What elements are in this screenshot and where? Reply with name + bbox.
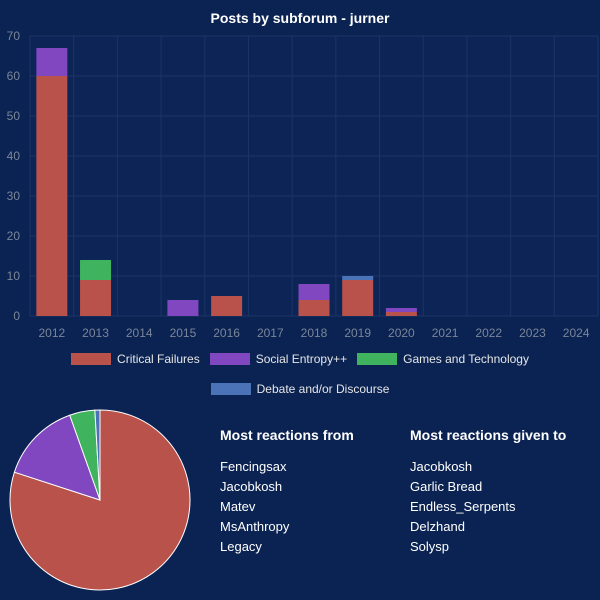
pie-slice-social-entropy[interactable] bbox=[13, 414, 101, 501]
legend-swatch-games-and-technology bbox=[357, 353, 398, 365]
chart-legend: Critical Failures Social Entropy++ Games… bbox=[0, 352, 600, 396]
list-item[interactable]: Matev bbox=[220, 499, 256, 514]
bar-series bbox=[36, 48, 417, 316]
x-tick-label: 2015 bbox=[170, 326, 197, 340]
bar-critical-failures-2012[interactable] bbox=[36, 76, 68, 316]
y-tick-label: 0 bbox=[13, 309, 20, 323]
bar-critical-failures-2020[interactable] bbox=[385, 312, 417, 316]
bar-social-entropy-2012[interactable] bbox=[36, 48, 68, 76]
x-tick-label: 2024 bbox=[563, 326, 590, 340]
legend-item-critical-failures[interactable]: Critical Failures bbox=[71, 352, 200, 366]
bar-critical-failures-2018[interactable] bbox=[298, 300, 330, 316]
x-tick-label: 2016 bbox=[213, 326, 240, 340]
list-item[interactable]: Garlic Bread bbox=[410, 479, 483, 494]
bar-critical-failures-2019[interactable] bbox=[342, 280, 374, 316]
y-tick-label: 10 bbox=[7, 269, 21, 283]
y-tick-label: 70 bbox=[7, 29, 21, 43]
x-tick-label: 2018 bbox=[301, 326, 328, 340]
list-item[interactable]: Solysp bbox=[410, 539, 450, 554]
bar-games-and-technology-2013[interactable] bbox=[80, 260, 112, 280]
x-tick-label: 2014 bbox=[126, 326, 153, 340]
legend-swatch-critical-failures bbox=[71, 353, 112, 365]
bar-social-entropy-2015[interactable] bbox=[167, 300, 199, 316]
list-item[interactable]: Fencingsax bbox=[220, 459, 287, 474]
list-item[interactable]: MsAnthropy bbox=[220, 519, 290, 534]
y-tick-label: 50 bbox=[7, 109, 21, 123]
most-reactions-from-list: Most reactions from Fencingsax Jacobkosh… bbox=[220, 427, 354, 557]
legend-swatch-social-entropy bbox=[209, 353, 250, 365]
y-tick-label: 20 bbox=[7, 229, 21, 243]
list-item[interactable]: Jacobkosh bbox=[410, 459, 473, 474]
bar-debate-and-or-discourse-2019[interactable] bbox=[342, 276, 374, 280]
list-item[interactable]: Legacy bbox=[220, 539, 262, 554]
y-axis-ticks: 0 10 20 30 40 50 60 70 bbox=[7, 29, 21, 323]
bar-social-entropy-2020[interactable] bbox=[385, 308, 417, 312]
y-tick-label: 40 bbox=[7, 149, 21, 163]
legend-item-social-entropy[interactable]: Social Entropy++ bbox=[209, 352, 348, 366]
most-reactions-from-heading: Most reactions from bbox=[220, 427, 354, 443]
most-reactions-given-to-heading: Most reactions given to bbox=[410, 427, 567, 443]
legend-swatch-debate-and-discourse bbox=[210, 383, 251, 395]
list-item[interactable]: Endless_Serpents bbox=[410, 499, 516, 514]
pie-slice-debate-and-or-discourse[interactable] bbox=[94, 409, 101, 501]
posts-by-subforum-chart: Posts by subforum - jurner 0 10 20 30 40 50 60… bbox=[7, 10, 599, 340]
x-tick-label: 2019 bbox=[344, 326, 371, 340]
x-axis-ticks: 2012 2013 2014 2015 2016 2017 2018 2019 2020 2021… bbox=[38, 326, 589, 340]
x-tick-label: 2013 bbox=[82, 326, 109, 340]
legend-item-games-and-technology[interactable]: Games and Technology bbox=[357, 352, 529, 366]
subforum-pie-chart-container bbox=[8, 408, 192, 592]
x-tick-label: 2012 bbox=[38, 326, 65, 340]
list-item[interactable]: Jacobkosh bbox=[220, 479, 283, 494]
y-tick-label: 60 bbox=[7, 69, 21, 83]
bar-critical-failures-2013[interactable] bbox=[80, 280, 112, 316]
legend-label: Social Entropy++ bbox=[255, 352, 348, 366]
plot-area bbox=[30, 36, 598, 316]
legend-label: Debate and/or Discourse bbox=[256, 382, 390, 396]
x-tick-label: 2022 bbox=[475, 326, 502, 340]
bar-critical-failures-2016[interactable] bbox=[211, 296, 243, 316]
most-reactions-given-to-list: Most reactions given to Jacobkosh Garlic… bbox=[410, 427, 566, 557]
legend-label: Games and Technology bbox=[403, 352, 529, 366]
x-tick-label: 2020 bbox=[388, 326, 415, 340]
chart-gridlines bbox=[29, 35, 599, 317]
x-tick-label: 2023 bbox=[519, 326, 546, 340]
y-tick-label: 30 bbox=[7, 189, 21, 203]
subforum-pie-chart bbox=[9, 409, 191, 591]
x-tick-label: 2021 bbox=[432, 326, 459, 340]
chart-title: Posts by subforum - jurner bbox=[211, 10, 390, 26]
legend-item-debate-and-discourse[interactable]: Debate and/or Discourse bbox=[210, 382, 390, 396]
x-tick-label: 2017 bbox=[257, 326, 284, 340]
list-item[interactable]: Delzhand bbox=[410, 519, 465, 534]
legend-label: Critical Failures bbox=[117, 352, 200, 366]
bar-social-entropy-2018[interactable] bbox=[298, 284, 330, 300]
